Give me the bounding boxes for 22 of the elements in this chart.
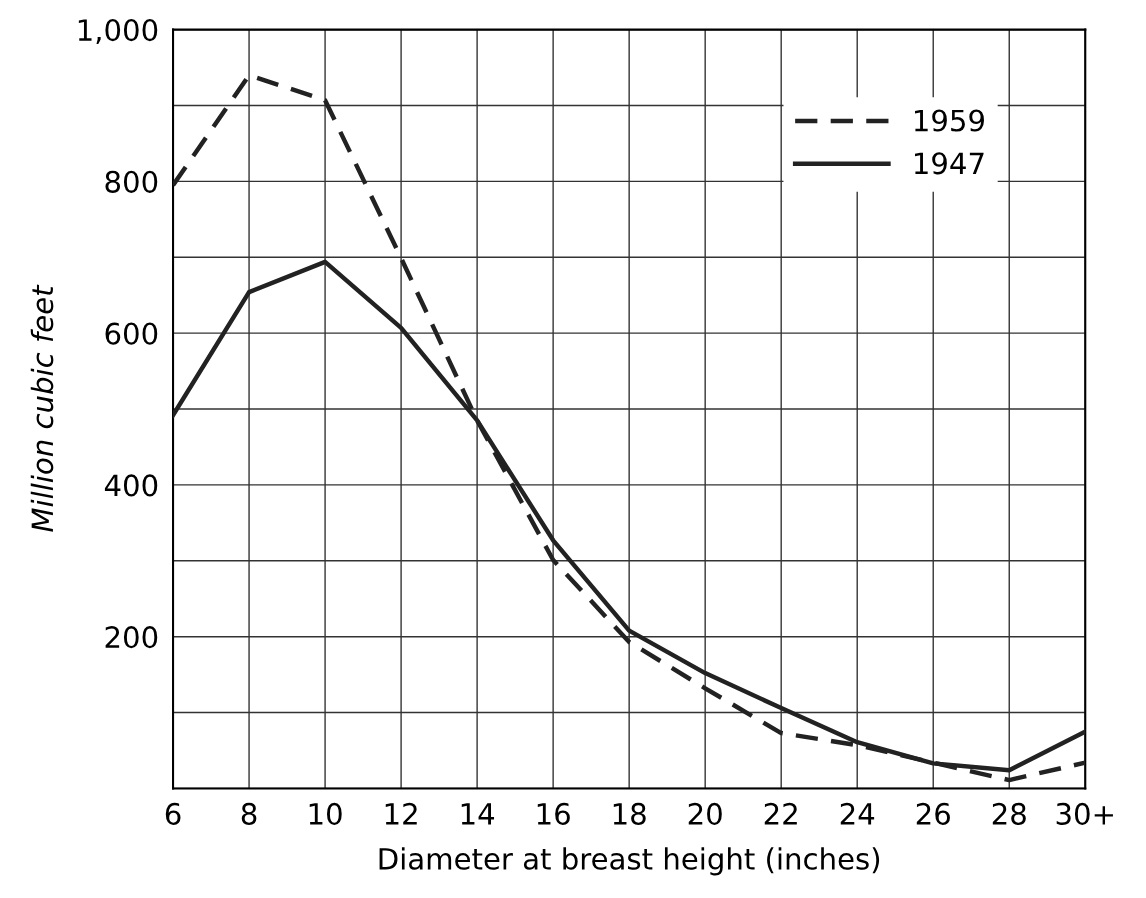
y-tick-label: 800 <box>105 170 158 193</box>
x-tick-label: 10 <box>309 802 342 825</box>
x-tick-label: 24 <box>840 802 875 825</box>
x-tick-label: 16 <box>537 802 570 825</box>
x-tick-label: 28 <box>992 802 1026 825</box>
x-tick-label: 14 <box>461 803 495 825</box>
x-tick-label: 8 <box>241 802 257 825</box>
y-tick-label: 400 <box>104 474 158 497</box>
x-tick-label: 20 <box>688 802 722 825</box>
x-tick-label: 18 <box>613 802 646 825</box>
legend-label: 1947 <box>915 152 984 175</box>
x-tick-label: 12 <box>385 802 417 825</box>
y-tick-label: 600 <box>105 322 158 345</box>
y-axis-title: Million cubic feet <box>30 284 54 532</box>
y-tick-label: 1,000 <box>78 19 158 45</box>
x-tick-label: 26 <box>916 802 950 825</box>
x-axis-title: Diameter at breast height (inches) <box>379 847 880 876</box>
y-tick-label: 200 <box>105 626 158 649</box>
x-tick-label: 30+ <box>1056 802 1113 825</box>
x-tick-label: 22 <box>764 802 797 825</box>
x-tick-label: 6 <box>165 802 181 825</box>
legend-label: 1959 <box>915 109 984 132</box>
